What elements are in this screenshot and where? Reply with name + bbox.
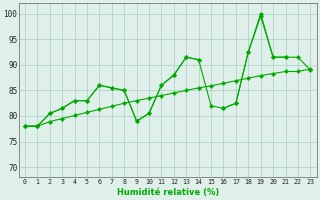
X-axis label: Humidité relative (%): Humidité relative (%) [116,188,219,197]
